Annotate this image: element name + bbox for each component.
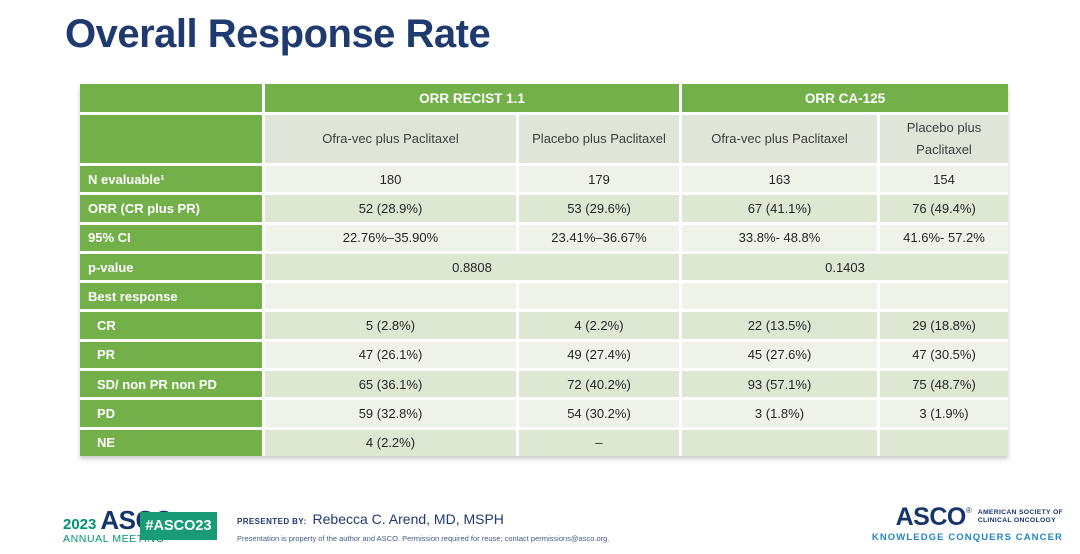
table-cell: 4 (2.2%) (265, 429, 516, 456)
row-label: N evaluable¹ (80, 166, 262, 193)
table-cell: 53 (29.6%) (519, 195, 679, 222)
asco-society-logo: ASCO ® AMERICAN SOCIETY OF CLINICAL ONCO… (871, 503, 1063, 544)
table-cell: 179 (519, 166, 679, 193)
table-cell: 0.1403 (682, 253, 1008, 281)
group-header: ORR CA-125 (682, 84, 1008, 112)
column-header: Placebo plus Paclitaxel (519, 115, 679, 163)
row-label: p-value (80, 253, 262, 281)
table-cell: 41.6%- 57.2% (880, 224, 1008, 251)
row-label: 95% CI (80, 224, 262, 251)
table-cell: 59 (32.8%) (265, 400, 516, 427)
table-corner-cell (80, 84, 262, 112)
table-cell: 0.8808 (265, 253, 679, 281)
table-cell: 29 (18.8%) (880, 312, 1008, 339)
table-cell: 65 (36.1%) (265, 371, 516, 398)
column-header: Placebo plus Paclitaxel (880, 115, 1008, 163)
meeting-subtitle: ANNUAL MEETING (63, 533, 165, 545)
table-cell (880, 283, 1008, 310)
row-label: Best response (80, 283, 262, 310)
table-cell: 47 (26.1%) (265, 341, 516, 369)
overall-response-rate-table: ORR RECIST 1.1 ORR CA-125 Ofra-vec plus Pa… (80, 84, 1008, 456)
table-cell: 47 (30.5%) (880, 341, 1008, 369)
row-label: SD/ non PR non PD (80, 371, 262, 398)
table-cell: 5 (2.8%) (265, 312, 516, 339)
column-header: Ofra-vec plus Paclitaxel (265, 115, 516, 163)
row-label: CR (80, 312, 262, 339)
table-cell: 49 (27.4%) (519, 341, 679, 369)
table-cell: 180 (265, 166, 516, 193)
row-label: PD (80, 400, 262, 427)
presenter-name: Rebecca C. Arend, MD, MSPH (312, 511, 504, 527)
slide-footer: 2023 ASCO ® ANNUAL MEETING #ASCO23 PRESE… (0, 500, 1080, 554)
table-cell (880, 429, 1008, 456)
table-cell (265, 283, 516, 310)
table-cell: 3 (1.8%) (682, 400, 877, 427)
table-cell: 67 (41.1%) (682, 195, 877, 222)
table-cell: 76 (49.4%) (880, 195, 1008, 222)
table-cell: 23.41%–36.67% (519, 224, 679, 251)
table-cell: 75 (48.7%) (880, 371, 1008, 398)
table-cell (682, 283, 877, 310)
asco-tagline: KNOWLEDGE CONQUERS CANCER (871, 532, 1063, 543)
table-cell (682, 429, 877, 456)
asco-wordmark: ASCO (895, 503, 967, 531)
row-label: ORR (CR plus PR) (80, 195, 262, 222)
registered-mark-icon: ® (965, 506, 972, 515)
table-cell: 163 (682, 166, 877, 193)
table-cell: 45 (27.6%) (682, 341, 877, 369)
page-title: Overall Response Rate (65, 12, 491, 56)
meeting-year: 2023 (63, 516, 97, 533)
table-cell: 22 (13.5%) (682, 312, 877, 339)
column-header: Ofra-vec plus Paclitaxel (682, 115, 877, 163)
hashtag-badge: #ASCO23 (140, 512, 217, 540)
table-cell: 3 (1.9%) (880, 400, 1008, 427)
group-header: ORR RECIST 1.1 (265, 84, 679, 112)
table-cell (519, 283, 679, 310)
table-cell: 4 (2.2%) (519, 312, 679, 339)
table-cell: 154 (880, 166, 1008, 193)
table-cell: – (519, 429, 679, 456)
society-name: AMERICAN SOCIETY OF CLINICAL ONCOLOGY (977, 508, 1063, 525)
row-label: PR (80, 341, 262, 369)
table-cell: 22.76%–35.90% (265, 224, 516, 251)
table-cell: 52 (28.9%) (265, 195, 516, 222)
row-label: NE (80, 429, 262, 456)
copyright-disclaimer: Presentation is property of the author a… (237, 534, 610, 543)
table-cell: 33.8%- 48.8% (682, 224, 877, 251)
presented-by-block: PRESENTED BY: Rebecca C. Arend, MD, MSPH… (237, 511, 797, 543)
presented-by-label: PRESENTED BY: (237, 517, 307, 526)
table-cell: 72 (40.2%) (519, 371, 679, 398)
table-cell: 54 (30.2%) (519, 400, 679, 427)
table-cell: 93 (57.1%) (682, 371, 877, 398)
table-corner-cell (80, 115, 262, 163)
